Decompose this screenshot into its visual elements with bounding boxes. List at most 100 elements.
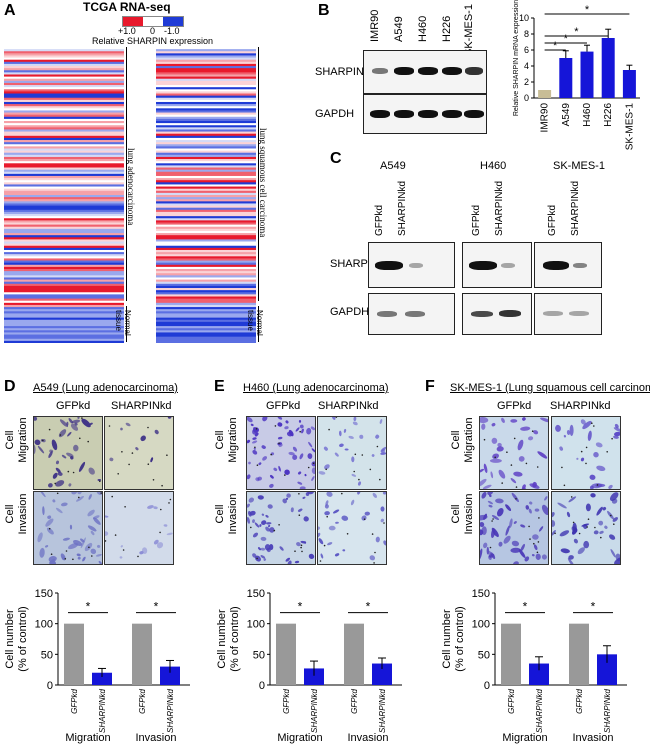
- cell-blob: [286, 493, 291, 498]
- cell-blob: [324, 511, 330, 516]
- cell-blob: [555, 424, 561, 432]
- cell-blob: [90, 530, 95, 536]
- cell-blob: [589, 474, 596, 480]
- heatmap-row: [4, 209, 124, 213]
- cell-blob: [167, 417, 172, 419]
- pore-dot: [79, 437, 81, 440]
- cell-blob: [335, 521, 339, 524]
- cell-blob: [498, 469, 506, 479]
- cell-blob: [491, 514, 500, 521]
- bar-h460: [580, 51, 594, 98]
- heatmap-row: [156, 239, 256, 242]
- cell-blob: [248, 461, 251, 465]
- heatmap-row: [156, 125, 256, 128]
- cell-blob: [285, 497, 289, 500]
- cell-blob: [39, 547, 45, 558]
- cell-blob: [95, 553, 102, 557]
- scale-caption: Relative SHARPIN expression: [92, 36, 214, 46]
- pore-dot: [78, 496, 80, 499]
- heatmap-row: [4, 288, 124, 291]
- cell-blob: [267, 524, 271, 528]
- heatmap-row: [156, 243, 256, 247]
- pore-dot: [594, 526, 596, 529]
- cell-blob: [284, 469, 290, 475]
- blot-c3-gapdh: [534, 293, 602, 335]
- heatmap-row: [156, 296, 256, 299]
- cell-blob: [255, 555, 261, 562]
- heatmap-row: [4, 311, 124, 314]
- heatmap-row: [156, 326, 256, 329]
- cell-blob: [604, 525, 608, 529]
- significance-star: *: [366, 600, 371, 614]
- significance-star: *: [591, 600, 596, 614]
- cell-blob: [498, 541, 503, 547]
- cell-blob: [260, 536, 267, 541]
- pore-dot: [59, 434, 62, 436]
- heatmap-row: [4, 199, 124, 202]
- heatmap-row: [156, 104, 256, 107]
- cell-blob: [535, 553, 541, 560]
- heatmap-row: [4, 91, 124, 94]
- pore-dot: [91, 555, 93, 557]
- cell-blob: [596, 506, 603, 516]
- heatmap-row: [4, 214, 124, 217]
- cell-blob: [278, 465, 281, 472]
- f-row-migration: Cell Migration: [450, 417, 475, 463]
- heatmap-row: [4, 190, 124, 194]
- cell-blob: [307, 492, 314, 495]
- heatmap-row: [156, 97, 256, 101]
- cell-blob: [480, 522, 485, 527]
- pore-dot: [122, 549, 125, 551]
- cell-line-c-a549: A549: [380, 160, 406, 172]
- cell-blob: [250, 423, 254, 427]
- heatmap-row: [156, 271, 256, 274]
- cell-blob: [52, 499, 56, 503]
- cell-blob: [571, 528, 578, 535]
- cell-blob: [140, 435, 146, 442]
- heatmap-row: [156, 307, 256, 310]
- x-tick-label: H460: [582, 103, 593, 127]
- cell-blob: [602, 506, 607, 511]
- heatmap-row: [156, 313, 256, 316]
- heatmap-row: [4, 220, 124, 223]
- cell-blob: [497, 442, 502, 448]
- e-row-migration: Cell Migration: [214, 417, 239, 463]
- cell-blob: [552, 512, 555, 518]
- cell-blob: [593, 530, 599, 535]
- heatmap-row: [4, 53, 124, 56]
- y-tick-label: 6: [524, 45, 529, 55]
- cell-blob: [252, 519, 255, 523]
- photo-f-gfp-invasion: [479, 491, 549, 565]
- heatmap-row: [4, 68, 124, 71]
- heatmap-row: [156, 142, 256, 145]
- significance-star: *: [86, 600, 91, 614]
- group-label-invasion: Invasion: [348, 732, 389, 744]
- cell-blob: [511, 492, 519, 503]
- pore-dot: [561, 466, 563, 469]
- x-tick-label: SHARPINkd: [378, 688, 387, 733]
- heatmap-row: [156, 233, 256, 236]
- x-tick-label: IMR90: [540, 103, 551, 133]
- heatmap-row: [156, 283, 256, 287]
- bar-sharpinkd: [529, 663, 549, 685]
- cell-blob: [69, 524, 73, 530]
- cell-blob: [302, 496, 306, 499]
- pore-dot: [124, 506, 126, 508]
- pore-dot: [587, 518, 590, 520]
- heatmap-row: [156, 129, 256, 132]
- cell-blob: [288, 429, 294, 437]
- cell-blob: [482, 484, 492, 489]
- cell-blob: [496, 446, 504, 452]
- cell-blob: [258, 462, 262, 466]
- cell-blob: [66, 421, 69, 426]
- heatmap-row: [4, 74, 124, 77]
- pore-dot: [273, 529, 276, 532]
- cell-blob: [68, 483, 72, 487]
- cell-blob: [583, 540, 590, 549]
- heatmap-row: [4, 309, 124, 312]
- heatmap-row: [156, 260, 256, 264]
- heatmap-row: [156, 319, 256, 323]
- x-tick-label: GFPkd: [575, 688, 584, 713]
- cell-blob: [369, 555, 376, 561]
- heatmap-row: [156, 256, 256, 259]
